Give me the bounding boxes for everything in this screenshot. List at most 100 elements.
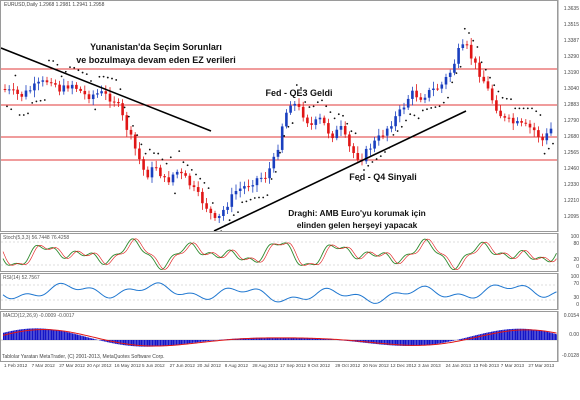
macd-histogram-bar bbox=[502, 329, 504, 340]
macd-histogram-bar bbox=[543, 331, 546, 340]
candle-body bbox=[436, 88, 439, 90]
macd-histogram-bar bbox=[379, 340, 381, 345]
macd-histogram-bar bbox=[499, 330, 501, 340]
sar-dot bbox=[300, 87, 302, 89]
candle-body bbox=[138, 148, 141, 160]
candle-body bbox=[516, 121, 519, 124]
macd-histogram-bar bbox=[132, 340, 134, 347]
sar-dot bbox=[438, 105, 441, 108]
sar-dot bbox=[10, 108, 13, 111]
macd-histogram-bar bbox=[87, 337, 90, 340]
macd-histogram-bar bbox=[367, 340, 370, 344]
sar-dot bbox=[174, 192, 176, 195]
sar-dot bbox=[552, 142, 554, 145]
macd-histogram-bar bbox=[7, 331, 10, 340]
rsi-panel[interactable]: RSI(14) 52.7567 bbox=[0, 273, 558, 310]
price-chart-panel[interactable]: EURUSD,Daily 1.2968 1.2981 1.2941 1.2958… bbox=[0, 0, 558, 232]
macd-histogram-bar bbox=[551, 333, 554, 340]
sar-dot bbox=[14, 74, 17, 77]
macd-histogram-bar bbox=[497, 330, 499, 340]
macd-histogram-bar bbox=[203, 340, 205, 342]
macd-histogram-bar bbox=[281, 337, 283, 340]
macd-histogram-bar bbox=[145, 340, 147, 347]
macd-histogram-bar bbox=[43, 328, 45, 340]
macd-histogram-bar bbox=[510, 329, 512, 340]
date-tick: 16 May 2012 bbox=[114, 363, 141, 368]
sar-dot bbox=[111, 77, 113, 80]
sar-dot bbox=[106, 76, 109, 79]
macd-histogram-bar bbox=[311, 338, 314, 340]
date-tick: 28 Aug 2012 bbox=[252, 363, 279, 368]
candle-body bbox=[79, 88, 82, 91]
macd-histogram-bar bbox=[137, 340, 139, 347]
candle-body bbox=[205, 203, 208, 209]
sar-dot bbox=[484, 68, 487, 71]
macd-histogram-bar bbox=[6, 331, 8, 340]
candle-body bbox=[150, 167, 154, 178]
candle-body bbox=[289, 105, 292, 113]
date-tick: 13 Feb 2013 bbox=[473, 363, 499, 368]
price-axis-tick: 1.2330 bbox=[563, 182, 579, 188]
candle-body bbox=[117, 102, 120, 104]
macd-histogram-bar bbox=[396, 340, 398, 346]
candle-body bbox=[528, 123, 532, 128]
macd-histogram-bar bbox=[446, 340, 448, 343]
candle-body bbox=[461, 44, 465, 49]
sar-dot bbox=[241, 201, 244, 204]
candle-body bbox=[180, 171, 183, 174]
macd-histogram-bar bbox=[534, 329, 536, 340]
macd-histogram-bar bbox=[102, 340, 104, 342]
sar-dot bbox=[18, 114, 21, 116]
candle-body bbox=[352, 146, 355, 154]
sar-dot bbox=[325, 105, 328, 108]
candle-body bbox=[129, 129, 133, 135]
macd-histogram-bar bbox=[252, 337, 254, 340]
sar-dot bbox=[308, 106, 311, 108]
macd-histogram-bar bbox=[129, 340, 131, 346]
macd-histogram-bar bbox=[11, 330, 13, 340]
price-chart-svg bbox=[1, 27, 557, 231]
sar-dot bbox=[274, 170, 277, 173]
candle-body bbox=[280, 126, 284, 150]
macd-histogram-bar bbox=[388, 340, 390, 346]
sar-dot bbox=[510, 98, 512, 101]
macd-histogram-bar bbox=[407, 340, 410, 346]
macd-histogram-bar bbox=[177, 340, 179, 345]
candle-body bbox=[293, 103, 297, 106]
sar-dot bbox=[6, 105, 8, 108]
candle-body bbox=[159, 167, 162, 177]
macd-histogram-bar bbox=[191, 340, 194, 343]
macd-histogram-bar bbox=[265, 337, 267, 340]
macd-histogram-bar bbox=[505, 329, 507, 340]
macd-histogram-bar bbox=[518, 328, 520, 340]
sar-dot bbox=[220, 230, 223, 231]
macd-histogram-bar bbox=[41, 328, 43, 340]
sar-dot bbox=[279, 151, 281, 154]
price-axis: 1.3635 1.3515 1.3387 1.3290 1.3190 1.3040 1.28… bbox=[558, 0, 580, 232]
stochastic-panel[interactable]: Stoch(5,3,3) 56.7448 76.4258 bbox=[0, 233, 558, 272]
date-tick: 8 Aug 2012 bbox=[224, 363, 249, 368]
macd-histogram-bar bbox=[427, 340, 429, 346]
copyright-footer: Tablolar Yaratan MetaTrader, (C) 2001-20… bbox=[2, 354, 165, 360]
sar-dot bbox=[22, 114, 25, 116]
macd-histogram-bar bbox=[395, 340, 397, 346]
price-axis-tick: 1.2565 bbox=[563, 150, 579, 156]
candle-body bbox=[28, 90, 32, 92]
macd-histogram-bar bbox=[182, 340, 184, 345]
macd-histogram-bar bbox=[324, 339, 326, 340]
candle-body bbox=[234, 190, 238, 195]
price-axis-tick: 1.2460 bbox=[563, 166, 579, 172]
macd-histogram-bar bbox=[73, 333, 75, 340]
sar-dot bbox=[413, 114, 416, 117]
macd-histogram-bar bbox=[148, 340, 150, 347]
macd-histogram-bar bbox=[46, 328, 48, 340]
macd-histogram-bar bbox=[323, 339, 325, 340]
macd-panel[interactable]: MACD(12,26,9) -0.0009 -0.0017 bbox=[0, 311, 558, 362]
macd-signal-line bbox=[2, 329, 557, 347]
date-tick: 7 Mar 2013 bbox=[500, 363, 525, 368]
macd-histogram-bar bbox=[521, 328, 523, 340]
macd-histogram-bar bbox=[55, 330, 58, 340]
uptrend-line bbox=[213, 110, 467, 231]
candle-body bbox=[37, 81, 40, 84]
macd-histogram-bar bbox=[70, 332, 72, 340]
